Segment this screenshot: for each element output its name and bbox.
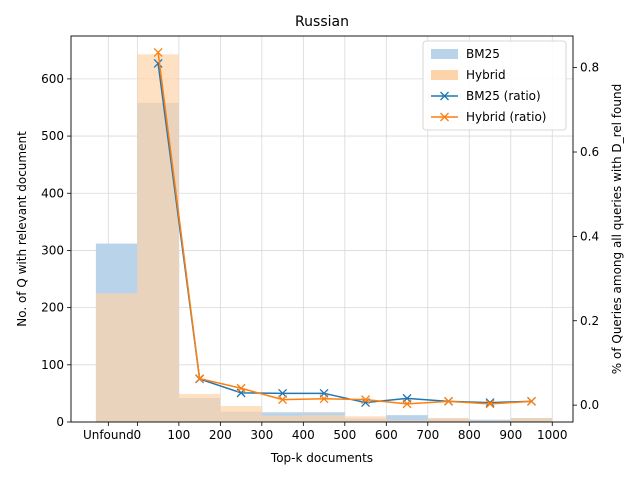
marker-stroke: [236, 383, 246, 393]
point-marker: [153, 47, 163, 57]
legend-marker: [440, 112, 449, 122]
legend-label: Hybrid: [466, 68, 506, 82]
x-tick-label: Unfound: [83, 428, 134, 442]
x-tick-label: 0: [134, 428, 142, 442]
axis-layer: Unfound 0 100 200 300 400 500 600 700 800 900 10000…: [41, 61, 599, 442]
marker-stroke: [278, 395, 288, 405]
x-axis-label: Top-k documents: [270, 451, 373, 465]
legend: BM25 Hybrid BM25 (ratio) Hybrid (ratio): [422, 40, 567, 131]
y-right-tick-label: 0.6: [580, 145, 599, 159]
x-tick-label: 600: [375, 428, 398, 442]
point-marker: [485, 399, 495, 409]
point-marker: [319, 394, 329, 404]
x-tick-label: 300: [250, 428, 273, 442]
marker-stroke: [485, 398, 495, 408]
y-left-tick-label: 100: [41, 358, 64, 372]
legend-marker: [440, 91, 449, 101]
y-axis-label-right: % of Queries among all queries with D_re…: [610, 84, 624, 374]
marker-stroke: [444, 396, 453, 406]
point-marker: [278, 395, 288, 405]
marker-stroke: [361, 395, 371, 405]
y-right-tick-label: 0.4: [580, 229, 599, 243]
y-axis-label-left: No. of Q with relevant document: [15, 131, 29, 327]
legend-swatch: [431, 49, 458, 59]
marker-stroke: [278, 388, 288, 398]
bar-hybrid: [137, 54, 179, 423]
bar-hybrid: [261, 415, 304, 422]
chart-title: Russian: [295, 14, 349, 30]
x-tick-label: 900: [499, 428, 522, 442]
y-left-tick-label: 400: [41, 186, 64, 200]
y-left-tick-label: 300: [41, 243, 64, 257]
legend-box: [422, 40, 567, 131]
y-left-tick-label: 200: [41, 301, 64, 315]
y-right-tick-label: 0.8: [580, 61, 599, 75]
x-tick-label: 200: [209, 428, 232, 442]
marker-stroke: [527, 396, 536, 406]
point-marker: [402, 399, 412, 409]
bar-bm25: [386, 415, 428, 422]
bar-hybrid: [220, 405, 262, 422]
point-marker: [485, 398, 495, 408]
y-left-tick-label: 0: [56, 415, 64, 429]
marker-stroke: [319, 394, 329, 404]
bar-hybrid: [469, 420, 511, 422]
point-marker: [153, 58, 163, 68]
point-marker: [361, 395, 371, 405]
plot-frame: [70, 35, 574, 423]
y-right-tick-label: 0.0: [580, 398, 599, 412]
bar-hybrid: [386, 420, 428, 422]
y-right-tick-label: 0.2: [580, 314, 599, 328]
marker-stroke: [195, 374, 205, 384]
line-hybrid-ratio-: [157, 52, 532, 405]
point-marker: [236, 383, 246, 393]
bar-hybrid: [303, 415, 345, 422]
x-tick-label: 500: [333, 428, 356, 442]
legend-label: Hybrid (ratio): [466, 110, 546, 124]
y-left-tick-label: 500: [41, 129, 64, 143]
bar-hybrid: [95, 293, 138, 422]
x-tick-label: 1000: [537, 428, 568, 442]
legend-label: BM25: [466, 47, 500, 61]
y-left-tick-label: 600: [41, 72, 64, 86]
bar-hybrid: [510, 417, 553, 422]
legend-swatch: [431, 70, 458, 80]
x-tick-label: 100: [167, 428, 190, 442]
bar-hybrid: [178, 393, 221, 422]
marker-stroke: [485, 399, 495, 409]
marker-stroke: [153, 58, 163, 68]
line-layer: [153, 47, 536, 409]
point-marker: [527, 396, 536, 406]
bar-hybrid: [427, 417, 470, 422]
x-tick-label: 400: [292, 428, 315, 442]
bar-hybrid: [344, 416, 387, 422]
x-tick-label: 800: [458, 428, 481, 442]
x-tick-label: 700: [416, 428, 439, 442]
legend-label: BM25 (ratio): [466, 89, 541, 103]
point-marker: [278, 388, 288, 398]
point-marker: [195, 374, 205, 384]
bar-layer: [95, 54, 553, 423]
point-marker: [444, 396, 453, 406]
marker-stroke: [153, 47, 163, 57]
marker-stroke: [402, 399, 412, 409]
